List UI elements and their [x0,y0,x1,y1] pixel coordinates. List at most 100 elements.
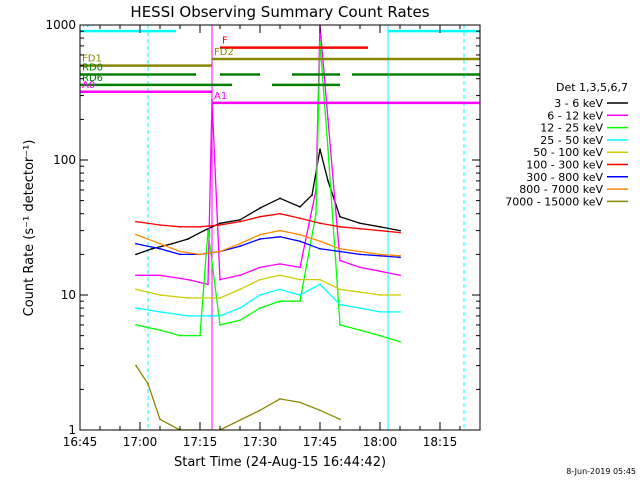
series-line-5 [135,213,401,234]
series-0-point-4 [203,229,205,232]
series-4-point-1 [159,294,161,296]
series-7-point-8 [299,233,301,236]
series-0-point-12 [327,180,329,182]
series-line-7 [135,229,401,257]
legend-label-5: 100 - 300 keV [526,159,603,172]
series-3-point-11 [379,311,381,313]
series-5-point-3 [199,225,201,228]
series-3-point-3 [219,315,221,317]
series-3-point-6 [279,288,281,291]
chart-title: HESSI Observing Summary Count Rates [130,3,429,21]
series-5-point-0 [135,220,137,223]
y-axis: 1 10 100 1000 [45,18,480,437]
legend-label-7: 800 - 7000 keV [519,183,603,196]
series-0-point-14 [359,222,361,225]
series-4-point-3 [219,297,221,299]
series-3-point-2 [187,315,189,317]
y-tick-label-3: 1000 [45,18,76,32]
series-1-point-7 [259,266,261,269]
series-6-point-0 [135,242,137,245]
state-bar-label-n: N [82,19,89,30]
series-1-point-15 [379,270,381,273]
y-tick-label-0: 1 [68,423,76,437]
series-2-point-2 [179,334,181,337]
series-6-point-12 [379,254,381,257]
series-4-point-6 [279,274,281,277]
series-0-point-10 [311,194,313,197]
series-0-point-6 [239,219,241,221]
series-line-6 [135,236,401,259]
series-1-point-2 [187,278,189,281]
series-4-point-0 [135,288,137,291]
series-1-point-12 [327,118,329,121]
series-2-point-10 [315,212,317,215]
series-line-4 [135,274,400,299]
state-bar-label-a1: A1 [214,91,227,102]
series-6-point-8 [299,240,301,243]
series-2-point-13 [339,324,341,326]
series-2-point-6 [239,319,241,322]
series-8-point-2 [159,418,161,421]
series-4-point-8 [319,278,321,281]
series-5-point-2 [179,225,181,228]
series-line-1 [136,25,401,286]
x-tick-label-6: 18:15 [423,435,458,449]
series-5-point-4 [219,224,221,226]
x-tick-label-2: 17:15 [183,435,218,449]
series-6-point-1 [159,247,161,250]
series-2-point-15 [379,334,381,337]
series-1-point-0 [135,274,137,277]
series-6-point-2 [179,253,181,256]
x-tick-label-4: 17:45 [303,435,338,449]
series-1-point-1 [159,274,161,277]
legend-title: Det 1,3,5,6,7 [556,81,628,94]
series-1-point-14 [359,266,361,269]
series-7-point-4 [219,250,221,253]
series-7-point-7 [279,229,281,232]
series-2-point-5 [219,324,221,326]
series-0-point-1 [151,247,153,250]
series-6-point-11 [359,253,361,256]
series-8-point-5 [259,409,261,412]
series-4-point-5 [259,278,261,281]
series-5-point-9 [319,222,321,225]
series-5-point-10 [339,225,341,228]
series-2-point-0 [135,324,137,326]
series-1-point-3 [207,283,209,286]
series-6-point-5 [239,245,241,248]
series-3-point-10 [359,307,361,309]
x-tick-label-5: 18:00 [363,435,398,449]
series-6-point-9 [319,247,321,250]
legend-label-6: 300 - 800 keV [526,171,603,184]
series-5-point-6 [259,215,261,218]
series-0-point-3 [187,238,189,240]
legend-label-0: 3 - 6 keV [554,97,603,110]
series-7-point-12 [379,253,381,256]
series-4-point-7 [299,278,301,281]
series-0-point-2 [171,242,173,245]
state-bar-label-f: F [222,36,228,47]
series-2-point-8 [279,300,281,303]
series-1-point-8 [279,263,281,265]
series-3-point-1 [159,311,161,313]
series-3-point-5 [259,294,261,296]
series-3-point-4 [239,307,241,309]
series-4-point-2 [187,297,189,299]
series-line-8 [135,365,341,430]
legend-label-1: 6 - 12 keV [547,109,603,122]
series-7-point-2 [179,250,181,253]
series-0-point-16 [399,229,401,232]
series-8-point-0 [135,364,137,367]
series-2-point-11 [319,41,321,43]
series-2-point-4 [207,229,209,232]
series-6-point-13 [399,256,401,259]
legend-label-2: 12 - 25 keV [540,122,603,135]
series-7-point-13 [399,254,401,257]
legend-label-8: 7000 - 15000 keV [505,195,603,208]
series-7-point-1 [159,242,161,245]
series-1-point-16 [399,274,401,277]
series-5-point-5 [239,220,241,223]
footer-stamp: 8-Jun-2019 05:45 [566,467,636,476]
